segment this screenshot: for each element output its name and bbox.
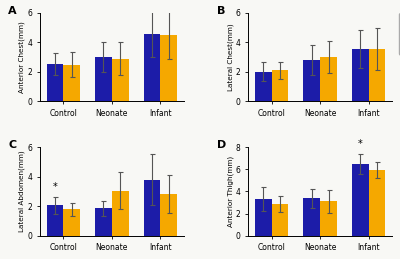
- Bar: [255, 72, 272, 101]
- Bar: [320, 202, 337, 236]
- Bar: [112, 191, 129, 236]
- Bar: [144, 34, 160, 101]
- Bar: [112, 59, 129, 101]
- Bar: [95, 208, 112, 236]
- Y-axis label: Lateral Abdomen(mm): Lateral Abdomen(mm): [19, 151, 26, 232]
- Bar: [144, 180, 160, 236]
- Bar: [63, 64, 80, 101]
- Bar: [255, 199, 272, 236]
- Bar: [95, 57, 112, 101]
- Text: B: B: [217, 6, 225, 16]
- Text: *: *: [52, 182, 57, 192]
- Bar: [320, 57, 337, 101]
- Text: *: *: [358, 139, 363, 149]
- Y-axis label: Lateral Chest(mm): Lateral Chest(mm): [227, 23, 234, 91]
- Bar: [303, 198, 320, 236]
- Bar: [46, 64, 63, 101]
- Bar: [369, 49, 386, 101]
- Text: A: A: [8, 6, 17, 16]
- Y-axis label: Anterior Thigh(mm): Anterior Thigh(mm): [227, 156, 234, 227]
- Bar: [352, 49, 369, 101]
- Bar: [46, 205, 63, 236]
- Text: C: C: [8, 140, 16, 150]
- Text: D: D: [217, 140, 226, 150]
- Bar: [352, 164, 369, 236]
- Bar: [63, 209, 80, 236]
- Bar: [160, 194, 177, 236]
- Legend: left, right: left, right: [399, 13, 400, 55]
- Bar: [272, 204, 288, 236]
- Bar: [272, 70, 288, 101]
- Y-axis label: Anterior Chest(mm): Anterior Chest(mm): [19, 21, 26, 93]
- Bar: [160, 35, 177, 101]
- Bar: [303, 60, 320, 101]
- Bar: [369, 170, 386, 236]
